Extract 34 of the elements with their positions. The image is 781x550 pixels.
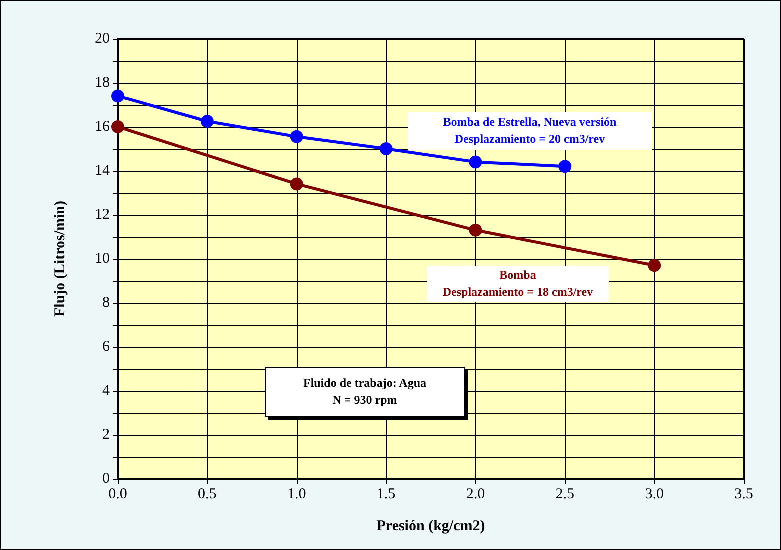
note-box: Fluido de trabajo: Agua N = 930 rpm [265,367,465,417]
y-tick-label: 16 [95,119,110,135]
point [200,115,214,128]
y-tick-label: 6 [102,339,110,355]
y-tick-label: 18 [95,75,110,91]
x-tick-label: 1.0 [287,486,306,502]
x-tick-label: 3.0 [645,486,664,502]
y-tick-label: 12 [95,207,110,223]
y-tick-label: 2 [102,427,110,443]
point [290,178,304,191]
y-tick-label: 8 [102,295,110,311]
y-tick-label: 20 [95,31,110,47]
note-box: Bomba Desplazamiento = 18 cm3/rev [427,266,609,302]
point [380,142,393,156]
y-axis-title: Flujo (Litros/min) [52,201,68,317]
point [469,224,482,237]
x-tick-label: 2.5 [556,486,575,502]
note-box: Bomba de Estrella, Nueva versión Desplazamiento = 20 cm3/rev [408,112,652,150]
point [112,120,124,134]
x-tick-label: 0.5 [198,486,217,502]
y-tick-label: 14 [95,163,110,179]
y-tick-label: 0 [102,471,110,487]
x-axis-title: Presión (kg/cm2) [376,518,486,534]
point [112,90,124,103]
x-tick-label: 3.5 [734,486,754,502]
x-tick-label: 0.0 [108,486,128,502]
point [469,156,482,169]
y-tick-label: 10 [95,251,110,267]
point [558,160,572,174]
point [648,259,662,272]
x-tick-label: 1.5 [376,486,396,502]
point [290,130,304,144]
x-tick-label: 2.0 [466,486,486,502]
y-tick-label: 4 [102,383,110,399]
